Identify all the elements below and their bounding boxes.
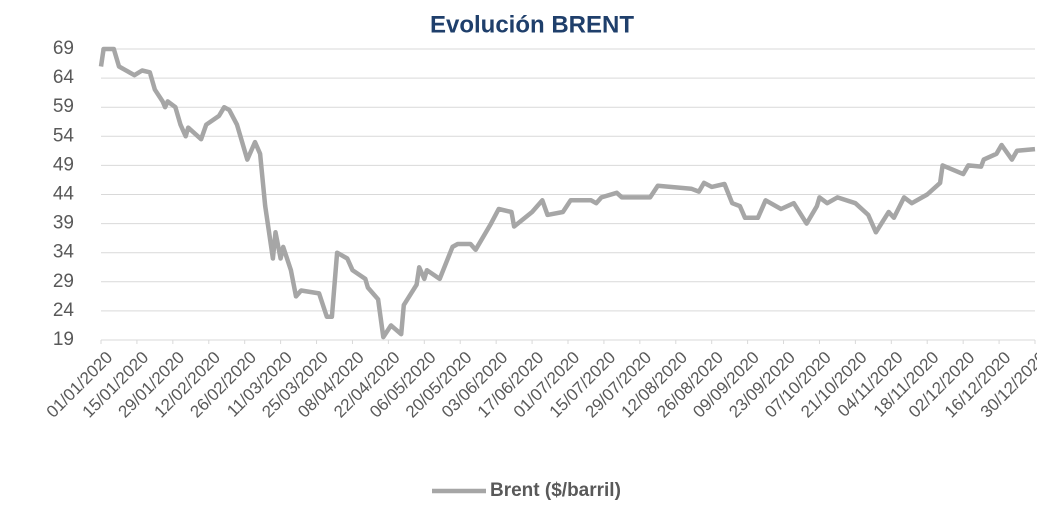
legend-label: Brent ($/barril) — [490, 480, 621, 501]
y-tick-label: 39 — [53, 213, 74, 234]
y-tick-label: 44 — [53, 184, 75, 205]
y-tick-label: 29 — [53, 271, 74, 292]
data-line — [98, 46, 1036, 340]
y-tick-label: 59 — [53, 96, 74, 117]
y-tick-label: 64 — [53, 67, 75, 88]
y-tick-label: 49 — [53, 154, 74, 175]
chart-title: Evolución BRENT — [430, 11, 634, 38]
y-tick-label: 19 — [53, 329, 74, 350]
y-tick-label: 34 — [53, 242, 75, 263]
y-tick-label: 69 — [53, 38, 74, 59]
y-tick-label: 24 — [53, 300, 75, 321]
y-tick-label: 54 — [53, 125, 75, 146]
